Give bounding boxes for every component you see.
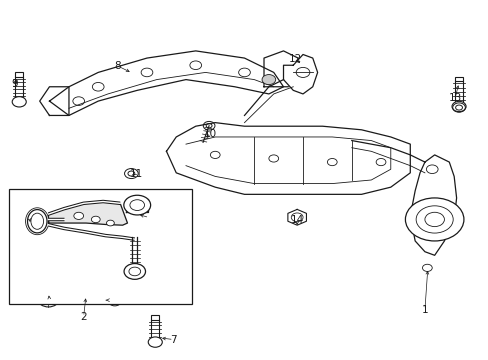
- Bar: [91, 299, 96, 304]
- Circle shape: [451, 101, 465, 112]
- Polygon shape: [40, 87, 69, 116]
- Text: 2: 2: [80, 312, 87, 322]
- Text: 7: 7: [170, 334, 177, 345]
- Polygon shape: [409, 155, 456, 255]
- Ellipse shape: [123, 195, 150, 215]
- Circle shape: [262, 75, 275, 85]
- Circle shape: [124, 264, 145, 279]
- Ellipse shape: [27, 210, 47, 233]
- Bar: [9, 189, 192, 304]
- Circle shape: [405, 198, 463, 241]
- Polygon shape: [48, 202, 127, 225]
- Circle shape: [426, 165, 437, 174]
- Text: 12: 12: [288, 54, 302, 64]
- Circle shape: [422, 264, 431, 271]
- Circle shape: [106, 220, 114, 226]
- Ellipse shape: [31, 213, 43, 229]
- Bar: [151, 315, 159, 320]
- Polygon shape: [166, 123, 409, 194]
- Bar: [15, 72, 23, 77]
- Text: 10: 10: [203, 129, 217, 139]
- Text: 5: 5: [46, 295, 53, 305]
- Text: 4: 4: [105, 295, 112, 305]
- Text: 11: 11: [129, 168, 142, 179]
- Polygon shape: [264, 51, 298, 87]
- Text: 6: 6: [146, 213, 152, 222]
- Circle shape: [74, 212, 83, 220]
- Circle shape: [91, 216, 100, 223]
- Text: 13: 13: [447, 93, 461, 103]
- Ellipse shape: [130, 200, 144, 211]
- Text: 3: 3: [25, 212, 32, 221]
- Polygon shape: [185, 137, 390, 184]
- Circle shape: [12, 96, 26, 107]
- Text: 1: 1: [421, 305, 427, 315]
- Text: 14: 14: [290, 215, 303, 225]
- Polygon shape: [283, 54, 317, 94]
- Text: 9: 9: [11, 79, 18, 89]
- Bar: [454, 77, 462, 81]
- Text: 8: 8: [114, 61, 121, 71]
- Polygon shape: [49, 51, 283, 116]
- Circle shape: [148, 337, 162, 347]
